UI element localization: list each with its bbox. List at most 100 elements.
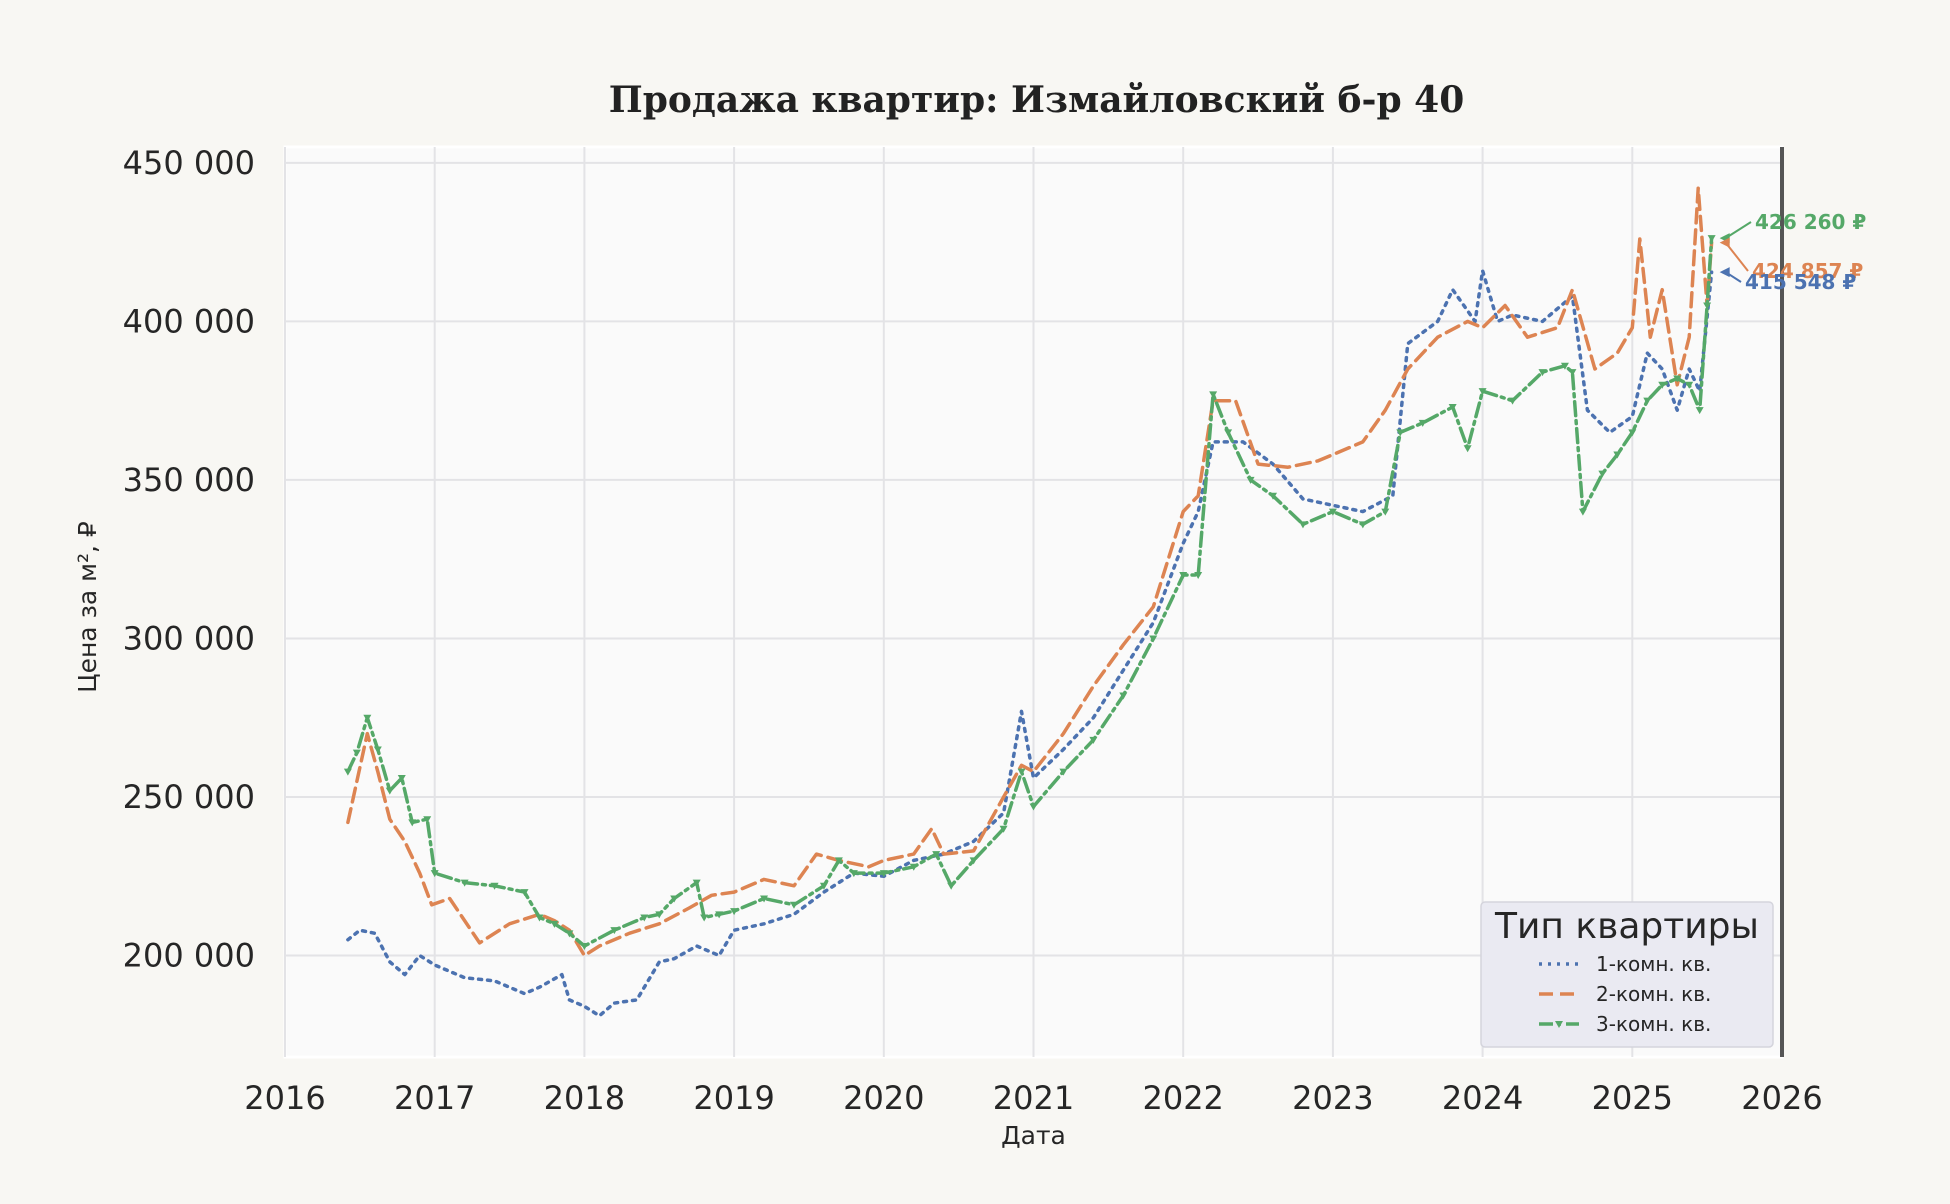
x-tick-label: 2021 bbox=[993, 1079, 1074, 1117]
series-point bbox=[1538, 369, 1547, 377]
series-point bbox=[1685, 381, 1694, 389]
x-tick-label: 2025 bbox=[1592, 1079, 1673, 1117]
series-point bbox=[1017, 768, 1026, 776]
series-point bbox=[565, 930, 574, 938]
series-point bbox=[692, 879, 701, 887]
legend-items: 1-комн. кв. 2-комн. кв. 3-комн. кв. bbox=[1539, 952, 1711, 1036]
y-tick-label: 250 000 bbox=[123, 778, 255, 816]
series-point bbox=[1628, 429, 1637, 437]
series-point bbox=[1658, 381, 1667, 389]
annotation-label: 424 857 ₽ bbox=[1752, 259, 1863, 283]
legend-box bbox=[1480, 901, 1774, 1048]
series-point bbox=[655, 911, 664, 919]
series-point bbox=[969, 857, 978, 865]
series-point bbox=[1119, 692, 1128, 700]
series-point bbox=[580, 943, 589, 951]
series-point bbox=[1194, 572, 1203, 580]
series-point bbox=[460, 879, 469, 887]
chart-title: Продажа квартир: Измайловский б-р 40 bbox=[609, 79, 1465, 121]
series-point bbox=[1179, 572, 1188, 580]
annotation-1-room: 415 548 ₽ bbox=[1719, 267, 1856, 294]
annotation-label: 415 548 ₽ bbox=[1745, 270, 1856, 294]
series-point bbox=[535, 914, 544, 922]
x-tick-label: 2017 bbox=[394, 1079, 475, 1117]
series-point bbox=[352, 749, 361, 757]
x-tick-label: 2026 bbox=[1741, 1079, 1822, 1117]
legend-label: 3-комн. кв. bbox=[1596, 1012, 1711, 1036]
annotation-label: 426 260 ₽ bbox=[1755, 210, 1866, 234]
x-axis-label: Дата bbox=[1001, 1121, 1066, 1150]
series-point bbox=[1396, 429, 1405, 437]
annotation-arrowhead bbox=[1719, 267, 1730, 278]
x-tick-label: 2020 bbox=[843, 1079, 924, 1117]
end-value-annotations: 426 260 ₽ 424 857 ₽415 548 ₽ bbox=[1719, 210, 1866, 294]
series-point bbox=[1059, 768, 1068, 776]
legend: Тип квартиры 1-комн. кв. 2-комн. кв. 3-ком… bbox=[1480, 901, 1774, 1048]
series-point bbox=[730, 908, 739, 916]
series-point bbox=[947, 882, 956, 890]
series-point bbox=[834, 857, 843, 865]
legend-marker bbox=[1555, 1021, 1563, 1028]
series-point bbox=[1703, 302, 1712, 310]
series-point bbox=[610, 927, 619, 935]
series-point bbox=[1695, 407, 1704, 415]
series-point bbox=[520, 889, 529, 897]
series-point bbox=[1613, 451, 1622, 459]
tick-labels: 2016 2017 2018 2019 2020 2021 2022 2023 2024 2025… bbox=[123, 144, 1823, 1117]
annotation-arrow bbox=[1725, 221, 1752, 239]
x-tick-label: 2022 bbox=[1142, 1079, 1223, 1117]
series-point bbox=[1598, 470, 1607, 478]
series-point bbox=[408, 819, 417, 827]
series-point bbox=[423, 816, 432, 824]
series-point bbox=[1298, 521, 1307, 529]
series-point bbox=[1224, 429, 1233, 437]
series-point bbox=[1673, 375, 1682, 383]
series-point bbox=[1246, 476, 1255, 484]
series-point bbox=[1089, 736, 1098, 744]
series-point bbox=[640, 914, 649, 922]
x-tick-label: 2018 bbox=[544, 1079, 625, 1117]
series-point bbox=[363, 714, 372, 722]
series-point bbox=[700, 914, 709, 922]
series-point bbox=[373, 746, 382, 754]
y-axis-label: Цена за м², ₽ bbox=[73, 521, 102, 693]
series-point bbox=[1508, 397, 1517, 405]
y-tick-label: 450 000 bbox=[123, 144, 255, 182]
series-point bbox=[760, 895, 769, 903]
series-point bbox=[819, 882, 828, 890]
series-point bbox=[550, 920, 559, 928]
series-point bbox=[1381, 508, 1390, 516]
series-point bbox=[849, 870, 858, 878]
series-point bbox=[715, 911, 724, 919]
legend-title: Тип квартиры bbox=[1494, 906, 1759, 947]
series-point bbox=[1448, 404, 1457, 411]
series-point bbox=[1328, 508, 1337, 516]
series-point bbox=[932, 851, 941, 859]
y-tick-label: 200 000 bbox=[123, 937, 255, 975]
series-1-room bbox=[346, 268, 1714, 1018]
series-point bbox=[1358, 521, 1367, 529]
series-point bbox=[789, 901, 798, 909]
annotation-2-room: 424 857 ₽ bbox=[1719, 237, 1863, 283]
series-point bbox=[385, 787, 394, 795]
series-point bbox=[1418, 419, 1427, 427]
legend-item-3-room: 3-комн. кв. bbox=[1539, 1012, 1711, 1036]
series-layer bbox=[343, 186, 1716, 1018]
x-tick-label: 2019 bbox=[693, 1079, 774, 1117]
series-point bbox=[490, 882, 499, 890]
series-point bbox=[1029, 803, 1038, 811]
series-point bbox=[999, 825, 1008, 833]
series-point bbox=[430, 870, 439, 878]
y-tick-label: 400 000 bbox=[123, 302, 255, 340]
x-tick-label: 2016 bbox=[244, 1079, 325, 1117]
series-point bbox=[1643, 397, 1652, 405]
series-point bbox=[1578, 508, 1587, 516]
series-point bbox=[1478, 388, 1487, 396]
series-point bbox=[670, 895, 679, 903]
series-point bbox=[1463, 445, 1472, 453]
series-point bbox=[1209, 391, 1218, 399]
y-tick-label: 350 000 bbox=[123, 461, 255, 499]
series-point bbox=[909, 863, 918, 871]
series-point bbox=[1149, 635, 1158, 643]
